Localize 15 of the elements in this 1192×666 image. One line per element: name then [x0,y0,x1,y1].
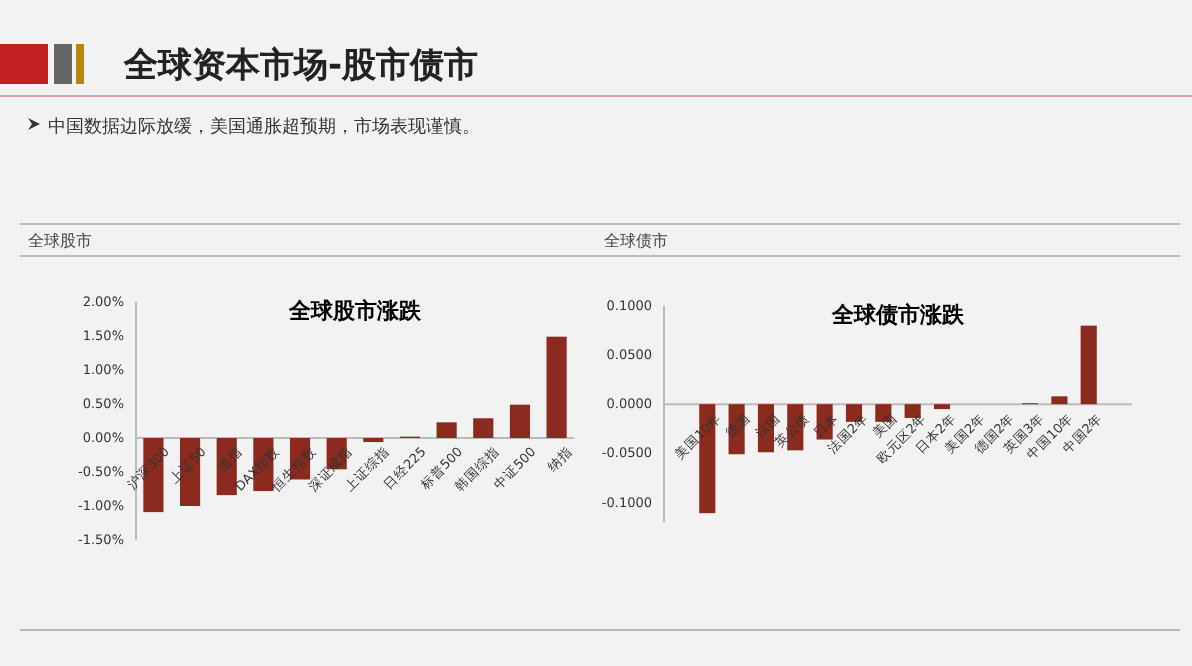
chart-title: 全球股市涨跌 [287,298,423,324]
bar [933,404,951,410]
text: 全球债市 [604,232,668,250]
bar [473,418,494,438]
text: 中国数据边际放缓，美国通胀超预期，市场表现谨慎。 [48,116,480,138]
text: 全球资本市场-股市债市 [122,46,479,86]
text: 全球股市 [28,232,92,250]
chart-title: 全球债市涨跌 [830,302,966,328]
bar [1051,396,1068,405]
bar [509,404,531,438]
bar [436,422,457,438]
bar [699,404,716,514]
bar [546,336,567,438]
bar [1080,325,1097,405]
bar [904,404,921,418]
